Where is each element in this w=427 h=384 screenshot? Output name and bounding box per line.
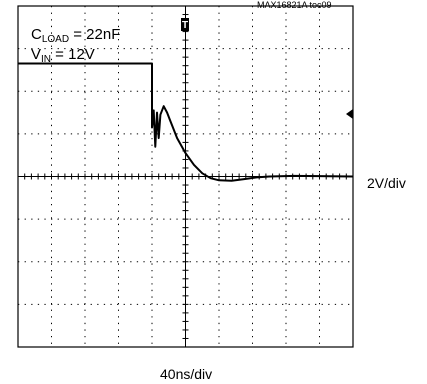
waveform-trace <box>18 62 354 182</box>
figure-id: MAX16821A toc09 <box>257 0 332 10</box>
trigger-marker-label: T <box>182 20 188 31</box>
input-voltage-label: VIN = 12V <box>31 46 95 65</box>
trigger-marker: T <box>181 18 189 31</box>
y-scale-label: 2V/div <box>367 175 406 191</box>
chart-grid <box>18 6 353 347</box>
x-scale-label: 40ns/div <box>160 366 213 382</box>
center-axes <box>18 6 354 348</box>
load-capacitance-label: CLOAD = 22nF <box>31 26 121 45</box>
trigger-level-arrow <box>346 109 353 119</box>
